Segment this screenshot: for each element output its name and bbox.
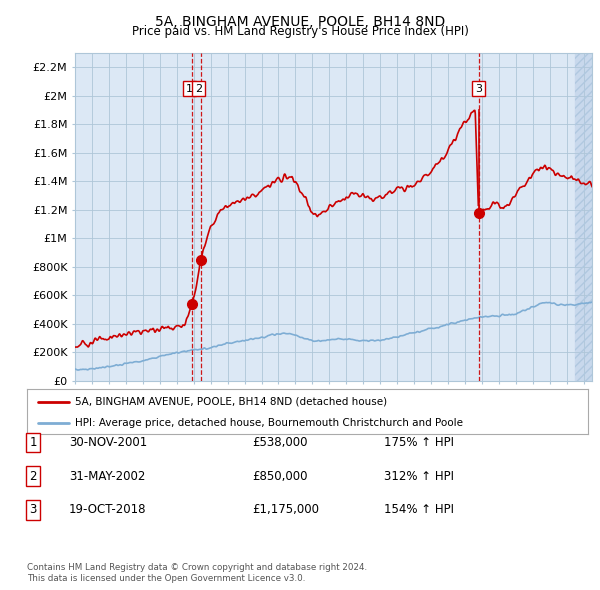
Text: 1: 1	[29, 436, 37, 449]
Text: 154% ↑ HPI: 154% ↑ HPI	[384, 503, 454, 516]
Text: 3: 3	[29, 503, 37, 516]
Text: 1: 1	[186, 84, 193, 94]
Text: 2: 2	[29, 470, 37, 483]
Text: 5A, BINGHAM AVENUE, POOLE, BH14 8ND: 5A, BINGHAM AVENUE, POOLE, BH14 8ND	[155, 15, 445, 29]
Text: £850,000: £850,000	[252, 470, 308, 483]
Text: 31-MAY-2002: 31-MAY-2002	[69, 470, 145, 483]
Text: This data is licensed under the Open Government Licence v3.0.: This data is licensed under the Open Gov…	[27, 574, 305, 583]
Bar	[575, 53, 592, 381]
Text: 30-NOV-2001: 30-NOV-2001	[69, 436, 147, 449]
Text: £538,000: £538,000	[252, 436, 308, 449]
Text: 19-OCT-2018: 19-OCT-2018	[69, 503, 146, 516]
Bar	[575, 53, 592, 381]
Text: £1,175,000: £1,175,000	[252, 503, 319, 516]
Text: Contains HM Land Registry data © Crown copyright and database right 2024.: Contains HM Land Registry data © Crown c…	[27, 563, 367, 572]
Text: Price paid vs. HM Land Registry's House Price Index (HPI): Price paid vs. HM Land Registry's House …	[131, 25, 469, 38]
Text: 2: 2	[194, 84, 202, 94]
Text: 5A, BINGHAM AVENUE, POOLE, BH14 8ND (detached house): 5A, BINGHAM AVENUE, POOLE, BH14 8ND (det…	[74, 397, 387, 407]
Text: 175% ↑ HPI: 175% ↑ HPI	[384, 436, 454, 449]
Text: 3: 3	[475, 84, 482, 94]
Text: HPI: Average price, detached house, Bournemouth Christchurch and Poole: HPI: Average price, detached house, Bour…	[74, 418, 463, 428]
Text: 312% ↑ HPI: 312% ↑ HPI	[384, 470, 454, 483]
